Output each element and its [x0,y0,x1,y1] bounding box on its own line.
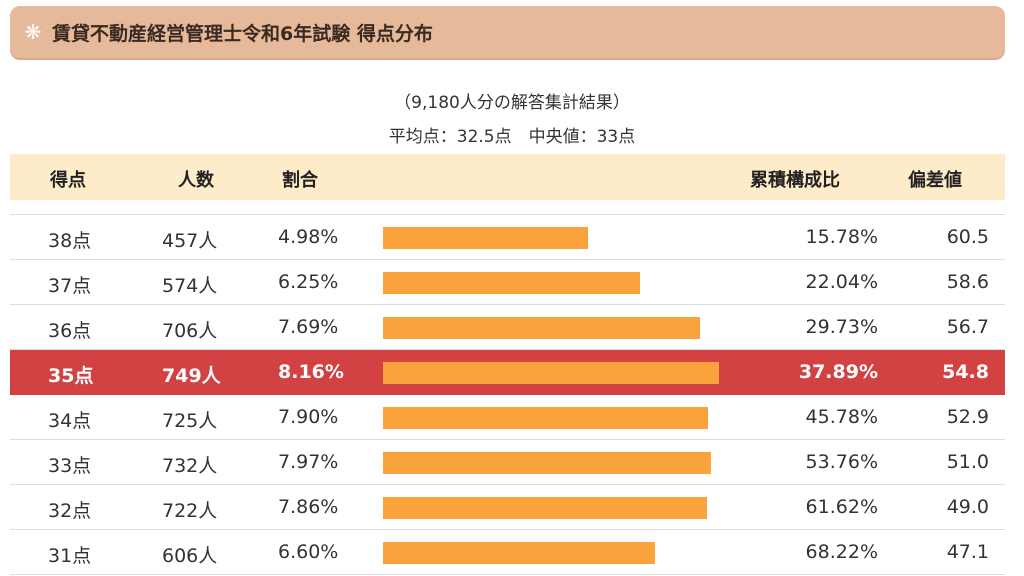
deviation-cell: 54.8 [942,361,989,383]
asterisk-icon: ❋ [24,20,42,44]
ratio-cell: 7.90% [278,406,339,428]
count-cell: 574人 [162,275,218,297]
table-row: 34点 725人 7.90% 45.78% 52.9 [10,395,1005,440]
table-header: 得点 人数 割合 累積構成比 偏差値 [10,154,1005,200]
table-row: 31点 606人 6.60% 68.22% 47.1 [10,530,1005,575]
table-row-highlighted: 35点 749人 8.16% 37.89% 54.8 [10,350,1005,395]
score-cell: 38点 [48,230,92,252]
cumulative-cell: 68.22% [805,541,878,563]
cumulative-cell: 61.62% [805,496,878,518]
score-cell: 37点 [48,275,92,297]
deviation-cell: 51.0 [946,451,989,473]
ratio-cell: 6.25% [278,271,339,293]
count-cell: 725人 [162,410,218,432]
score-cell: 35点 [48,365,94,387]
ratio-cell: 7.69% [278,316,339,338]
ratio-cell: 6.60% [278,541,339,563]
distribution-bar [383,362,719,384]
deviation-cell: 56.7 [946,316,989,338]
distribution-bar [383,227,588,249]
distribution-bar [383,272,640,294]
deviation-cell: 49.0 [946,496,989,518]
deviation-cell: 58.6 [946,271,989,293]
count-cell: 749人 [162,365,221,387]
ratio-cell: 7.97% [278,451,339,473]
count-cell: 606人 [162,545,218,567]
header-count: 人数 [178,170,214,191]
cumulative-cell: 53.76% [805,451,878,473]
distribution-bar [383,452,711,474]
ratio-cell: 4.98% [278,226,339,248]
header-ratio: 割合 [282,170,318,191]
table-row: 38点 457人 4.98% 15.78% 60.5 [10,215,1005,260]
count-cell: 732人 [162,455,218,477]
respondents-note: （9,180人分の解答集計結果） [394,93,630,113]
distribution-bar [383,542,655,564]
score-cell: 34点 [48,410,92,432]
header-deviation: 偏差値 [908,170,962,191]
stats-line: 平均点：32.5点 中央値：33点 [388,127,636,147]
deviation-cell: 60.5 [946,226,989,248]
page-title: 賃貸不動産経営管理士令和6年試験 得点分布 [52,22,433,45]
distribution-bar [383,407,708,429]
score-cell: 31点 [48,545,92,567]
cumulative-cell: 15.78% [805,226,878,248]
count-cell: 722人 [162,500,218,522]
table-top-divider [10,214,1005,215]
score-cell: 32点 [48,500,92,522]
table-row: 32点 722人 7.86% 61.62% 49.0 [10,485,1005,530]
table-row: 36点 706人 7.69% 29.73% 56.7 [10,305,1005,350]
header-score: 得点 [50,170,86,191]
ratio-cell: 7.86% [278,496,339,518]
title-bar: ❋ 賃貸不動産経営管理士令和6年試験 得点分布 [10,6,1005,58]
count-cell: 706人 [162,320,218,342]
table-row: 37点 574人 6.25% 22.04% 58.6 [10,260,1005,305]
deviation-cell: 52.9 [946,406,989,428]
distribution-bar [383,497,707,519]
cumulative-cell: 22.04% [805,271,878,293]
cumulative-cell: 37.89% [798,361,878,383]
cumulative-cell: 45.78% [805,406,878,428]
deviation-cell: 47.1 [946,541,989,563]
table-row: 33点 732人 7.97% 53.76% 51.0 [10,440,1005,485]
cumulative-cell: 29.73% [805,316,878,338]
distribution-bar [383,317,700,339]
score-cell: 36点 [48,320,92,342]
ratio-cell: 8.16% [278,361,344,383]
score-cell: 33点 [48,455,92,477]
header-cumulative: 累積構成比 [750,170,840,191]
count-cell: 457人 [162,230,218,252]
